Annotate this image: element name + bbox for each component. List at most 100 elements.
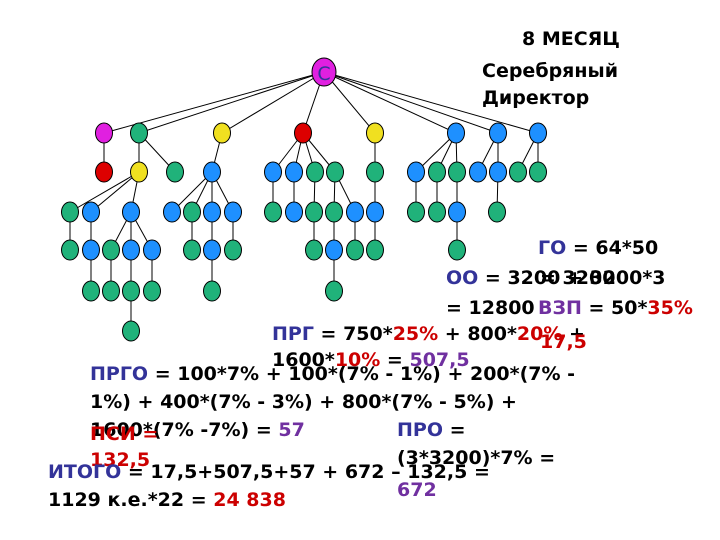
tree-connector-7 <box>323 71 499 134</box>
tree-connector-3 <box>221 71 325 134</box>
prg-pct2: 20% <box>516 323 563 345</box>
tree-node-teal <box>428 161 446 183</box>
tree-node-teal <box>122 280 140 302</box>
tree-node-teal <box>366 161 384 183</box>
formula-prgo-line3: 1600*(7% -7%) = 57 <box>90 418 305 442</box>
rank-title-line2: Директор <box>482 87 590 109</box>
formula-pro-line1: ПРО = <box>397 418 466 442</box>
pro-expr1: = <box>442 419 466 441</box>
tree-node-blue <box>469 161 487 183</box>
rank-title-line1: Серебряный <box>482 60 619 82</box>
root-node-label: С <box>317 63 330 85</box>
vzp-expression: = 50* <box>581 297 648 319</box>
tree-node-teal <box>102 239 120 261</box>
tree-node-teal <box>448 161 466 183</box>
tree-node-teal <box>366 239 384 261</box>
tree-node-blue <box>203 201 221 223</box>
formula-pro-line2: (3*3200)*7% = <box>397 447 556 469</box>
pro-result: 672 <box>397 479 437 501</box>
tree-node-blue <box>82 239 100 261</box>
oo-expression: = 3200 + 3200*3 <box>478 267 666 289</box>
tree-node-magenta <box>95 122 113 144</box>
total-expr2: 1129 к.е.*22 = <box>48 489 214 511</box>
tree-node-teal <box>102 280 120 302</box>
tree-node-red <box>95 161 113 183</box>
pro-label: ПРО <box>397 419 443 441</box>
formula-oo-line1: ОО = 3200 + 3200*3 <box>446 266 666 290</box>
prgo-expr3: 1600*(7% -7%) = <box>90 419 279 441</box>
prg-expr4: 1600* <box>272 349 335 371</box>
tree-node-teal <box>529 161 547 183</box>
tree-node-teal <box>224 239 242 261</box>
tree-connector-6 <box>323 71 457 134</box>
formula-prgo-line2: 1%) + 400*(7% - 3%) + 800*(7% - 5%) + <box>90 391 517 413</box>
tree-node-teal <box>407 201 425 223</box>
tree-node-yellow <box>213 122 231 144</box>
total-label: ИТОГО <box>48 461 122 483</box>
tree-node-teal <box>325 280 343 302</box>
tree-node-blue <box>448 201 466 223</box>
prg-expr1: = 750* <box>313 323 393 345</box>
tree-node-blue <box>203 239 221 261</box>
formula-psi: ПСИ = <box>90 422 158 446</box>
tree-node-red <box>294 122 312 144</box>
tree-node-blue <box>122 201 140 223</box>
go-label: ГО <box>538 237 567 259</box>
tree-connector-2 <box>138 71 325 134</box>
tree-node-teal <box>61 201 79 223</box>
formula-prg-line1: ПРГ = 750*25% + 800*20% + <box>272 322 585 346</box>
tree-node-teal <box>130 122 148 144</box>
prg-expr2: + 800* <box>438 323 517 345</box>
tree-node-blue <box>407 161 425 183</box>
formula-prg-line2: 1600*10% = 507,5 <box>272 348 470 372</box>
oo-label: ОО <box>446 267 479 289</box>
tree-node-teal <box>183 201 201 223</box>
tree-node-teal <box>122 320 140 342</box>
tree-node-teal <box>143 280 161 302</box>
go-expression: = 64*50 <box>566 237 659 259</box>
tree-node-teal <box>346 239 364 261</box>
vzp-percent: 35% <box>647 297 693 319</box>
tree-node-teal <box>509 161 527 183</box>
tree-node-blue <box>325 239 343 261</box>
tree-node-yellow <box>366 122 384 144</box>
psi-expr: = <box>135 423 159 445</box>
tree-node-teal <box>428 201 446 223</box>
tree-node-teal <box>166 161 184 183</box>
tree-node-blue <box>447 122 465 144</box>
prg-label: ПРГ <box>272 323 314 345</box>
psi-label: ПСИ <box>90 423 136 445</box>
tree-node-blue <box>143 239 161 261</box>
prgo-label: ПРГО <box>90 363 149 385</box>
tree-node-blue <box>489 161 507 183</box>
prg-eq: = <box>380 349 410 371</box>
tree-node-blue <box>82 201 100 223</box>
tree-node-blue <box>285 161 303 183</box>
tree-node-yellow <box>130 161 148 183</box>
tree-nodes <box>61 57 547 342</box>
tree-node-teal <box>305 201 323 223</box>
tree-connector-25 <box>69 171 140 213</box>
formula-total-line1: ИТОГО = 17,5+507,5+57 + 672 – 132,5 = <box>48 460 490 484</box>
total-result: 24 838 <box>213 489 286 511</box>
formula-go: ГО = 64*50 <box>538 236 658 260</box>
root-node <box>311 57 337 87</box>
tree-node-blue <box>529 122 547 144</box>
tree-node-blue <box>346 201 364 223</box>
tree-node-teal <box>183 239 201 261</box>
tree-node-blue <box>264 161 282 183</box>
tree-connector-26 <box>90 171 140 213</box>
prgo-expr1: = 100*7% + 100*(7% - 1%) + 200*(7% - <box>148 363 576 385</box>
prg-result: 507,5 <box>409 349 470 371</box>
tree-node-teal <box>306 161 324 183</box>
formula-prgo-line1: ПРГО = 100*7% + 100*(7% - 1%) + 200*(7% … <box>90 362 575 386</box>
tree-node-teal <box>326 161 344 183</box>
tree-node-teal <box>203 280 221 302</box>
prg-pct1: 25% <box>392 323 439 345</box>
tree-node-teal <box>305 239 323 261</box>
tree-connector-8 <box>323 71 539 134</box>
tree-connectors <box>69 71 539 331</box>
prg-pct3: 10% <box>334 349 381 371</box>
tree-node-teal <box>61 239 79 261</box>
